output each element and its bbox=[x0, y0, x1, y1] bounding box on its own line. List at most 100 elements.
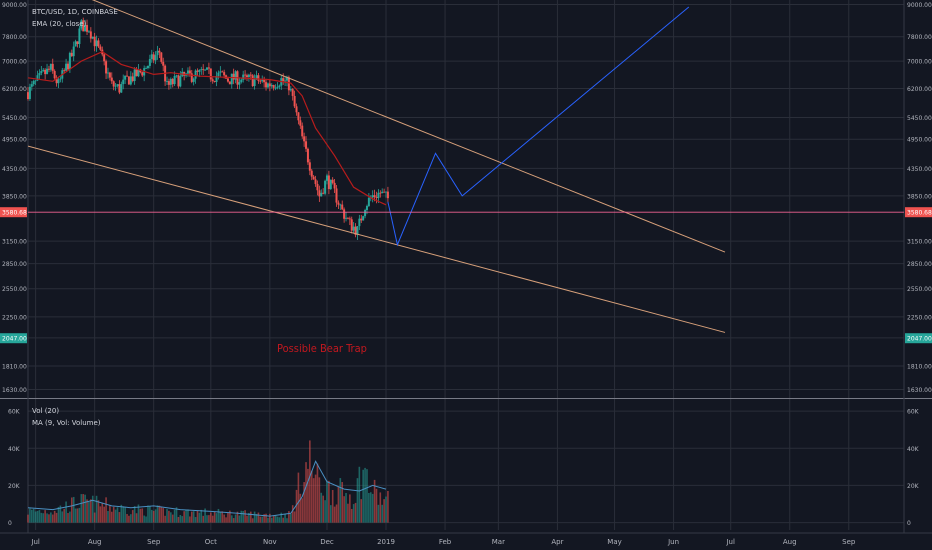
volume-bar bbox=[34, 511, 37, 523]
volume-bar bbox=[385, 496, 387, 523]
volume-bar bbox=[213, 511, 216, 523]
volume-bar bbox=[371, 493, 374, 523]
volume-bar bbox=[149, 506, 151, 523]
candle-body bbox=[91, 36, 94, 39]
candle-body bbox=[30, 84, 33, 87]
volume-bar bbox=[373, 479, 376, 523]
candle-body bbox=[274, 87, 277, 89]
volume-bar bbox=[95, 495, 98, 523]
candle-body bbox=[86, 25, 89, 32]
volume-bar bbox=[187, 509, 189, 523]
volume-bar bbox=[118, 512, 121, 523]
volume-bar bbox=[312, 478, 315, 523]
volume-bar bbox=[236, 511, 239, 523]
volume-bar bbox=[114, 509, 117, 523]
candle-body bbox=[72, 46, 75, 57]
volume-bar bbox=[368, 492, 370, 523]
candle-body bbox=[324, 180, 327, 194]
volume-bar bbox=[57, 506, 60, 523]
x-tick-label: Jul bbox=[725, 538, 735, 546]
volume-bar bbox=[126, 513, 128, 523]
candle-body bbox=[312, 176, 315, 180]
candle-body bbox=[284, 80, 287, 82]
volume-bar bbox=[261, 516, 264, 523]
volume-bar bbox=[259, 516, 262, 523]
volume-bar bbox=[293, 511, 296, 523]
candle-body bbox=[367, 197, 370, 207]
candle-body bbox=[272, 85, 275, 88]
candle-body bbox=[146, 65, 149, 69]
volume-bar bbox=[316, 463, 319, 523]
volume-bar bbox=[270, 517, 273, 523]
volume-bar bbox=[166, 509, 168, 523]
candle-body bbox=[118, 84, 121, 93]
candle-body bbox=[108, 72, 111, 78]
candle-body bbox=[352, 226, 355, 231]
volume-bar bbox=[219, 512, 222, 523]
candle-body bbox=[242, 74, 245, 80]
candle-body bbox=[93, 36, 96, 47]
candle-body bbox=[47, 68, 50, 70]
candle-body bbox=[310, 170, 313, 177]
x-tick-label: Feb bbox=[439, 538, 452, 546]
volume-bar bbox=[173, 509, 176, 523]
price-badge-right bbox=[905, 333, 932, 344]
candle-body bbox=[226, 78, 229, 82]
candle-body bbox=[112, 81, 115, 87]
candle-body bbox=[127, 76, 130, 85]
candle-body bbox=[293, 95, 296, 107]
candle-body bbox=[196, 70, 199, 72]
volume-bar bbox=[295, 489, 298, 523]
candle-body bbox=[194, 70, 197, 79]
candle-body bbox=[303, 136, 306, 142]
candle-body bbox=[381, 191, 384, 194]
volume-bar bbox=[387, 490, 389, 523]
volume-bar bbox=[69, 511, 71, 523]
candle-body bbox=[148, 59, 151, 66]
volume-ma-line bbox=[27, 460, 387, 517]
candle-body bbox=[173, 75, 176, 85]
volume-bar bbox=[232, 518, 235, 523]
y-tick-label-left: 7000.00 bbox=[2, 59, 27, 66]
candle-body bbox=[207, 67, 210, 69]
volume-bars-group bbox=[27, 440, 389, 523]
candle-body bbox=[278, 85, 281, 87]
volume-bar bbox=[143, 515, 145, 523]
vol-tick-label-right: 40K bbox=[907, 446, 920, 453]
candle-body bbox=[38, 73, 41, 76]
volume-bar bbox=[86, 499, 88, 523]
volume-bar bbox=[116, 507, 119, 523]
y-tick-label-left: 4950.00 bbox=[2, 137, 27, 144]
volume-bar bbox=[377, 504, 380, 523]
candle-body bbox=[116, 84, 119, 86]
volume-bar bbox=[48, 514, 50, 523]
volume-bar bbox=[179, 515, 182, 523]
x-tick-label: Nov bbox=[263, 538, 277, 546]
vol-tick-label-left: 40K bbox=[8, 446, 21, 453]
volume-bar bbox=[210, 512, 212, 523]
candle-body bbox=[106, 72, 109, 74]
y-tick-label-left: 2550.00 bbox=[2, 286, 27, 293]
trendlines-group bbox=[28, 0, 726, 333]
candle-body bbox=[177, 75, 180, 87]
volume-bar bbox=[314, 474, 317, 523]
price-badge-right-label: 3580.68 bbox=[907, 210, 932, 217]
ema-legend: EMA (20, close) bbox=[32, 20, 87, 28]
volume-bar bbox=[141, 508, 144, 523]
volume-bar bbox=[349, 494, 351, 523]
y-tick-label-right: 4950.00 bbox=[907, 137, 932, 144]
candle-body bbox=[190, 73, 193, 82]
volume-bar bbox=[76, 508, 79, 523]
volume-bar bbox=[50, 512, 52, 523]
volume-bar bbox=[310, 470, 313, 523]
candle-body bbox=[308, 162, 311, 171]
volume-bar bbox=[147, 505, 149, 523]
volume-bar bbox=[31, 509, 33, 523]
volume-bar bbox=[135, 513, 138, 523]
candle-body bbox=[49, 63, 52, 70]
candle-body bbox=[215, 76, 218, 82]
volume-bar bbox=[303, 482, 305, 523]
y-tick-label-right: 1810.00 bbox=[907, 363, 932, 370]
candle-body bbox=[251, 75, 254, 87]
